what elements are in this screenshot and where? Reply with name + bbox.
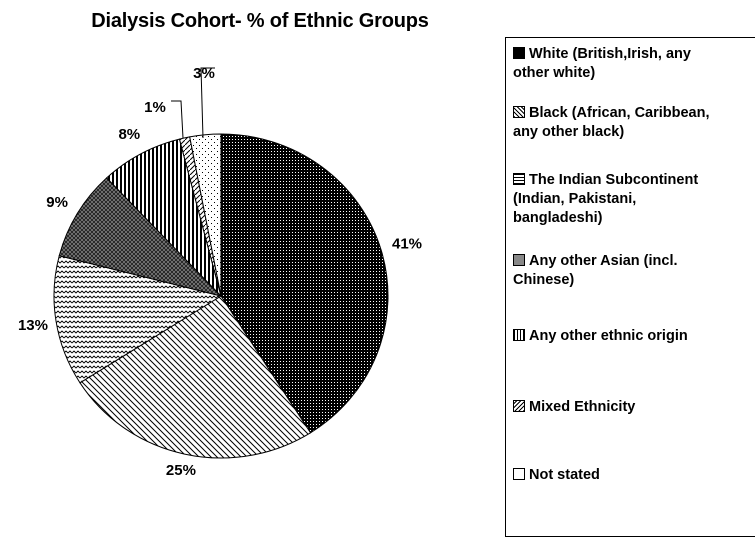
chart-title: Dialysis Cohort- % of Ethnic Groups [91, 10, 429, 32]
legend-swatch [513, 47, 525, 59]
data-label: 25% [166, 462, 196, 479]
legend-label: Black (African, Caribbean, any other bla… [513, 105, 710, 140]
data-label: 3% [193, 65, 215, 82]
pie-slice [79, 295, 312, 459]
legend-item: Not stated [513, 466, 755, 485]
legend-item: Black (African, Caribbean, any other bla… [513, 104, 755, 142]
legend-label: White (British,Irish, any other white) [513, 46, 691, 81]
legend-label: Mixed Ethnicity [529, 399, 636, 415]
data-label: 1% [144, 99, 166, 116]
legend-item: White (British,Irish, any other white) [513, 45, 755, 83]
legend-item: Mixed Ethnicity [513, 398, 755, 417]
leader-line [200, 67, 215, 139]
legend-swatch [513, 254, 525, 266]
legend-label: Any other ethnic origin [529, 328, 688, 344]
pie-slice [220, 133, 389, 434]
legend-label: Any other Asian (incl. Chinese) [513, 253, 678, 288]
legend-swatch [513, 468, 525, 480]
pie-chart: 41% 25% 13% 9% 8%1% 3% [18, 65, 422, 479]
data-label: 13% [18, 317, 48, 334]
data-label: 9% [46, 194, 68, 211]
pie-slice [53, 255, 223, 384]
legend-item: The Indian Subcontinent (Indian, Pakista… [513, 171, 755, 228]
legend-label: Not stated [529, 467, 600, 483]
legend-swatch [513, 173, 525, 185]
legend-swatch [513, 106, 525, 118]
legend: White (British,Irish, any other white) Bl… [505, 37, 755, 537]
legend-item: Any other ethnic origin [513, 327, 755, 346]
legend-swatch [513, 329, 525, 341]
legend-item: Any other Asian (incl. Chinese) [513, 252, 755, 290]
legend-swatch [513, 400, 525, 412]
pie-slice [58, 177, 223, 297]
pie-slice [189, 133, 222, 297]
data-label: 41% [392, 236, 422, 253]
data-label: 8% [118, 126, 140, 143]
legend-label: The Indian Subcontinent (Indian, Pakista… [513, 172, 699, 226]
leader-line [171, 100, 184, 139]
